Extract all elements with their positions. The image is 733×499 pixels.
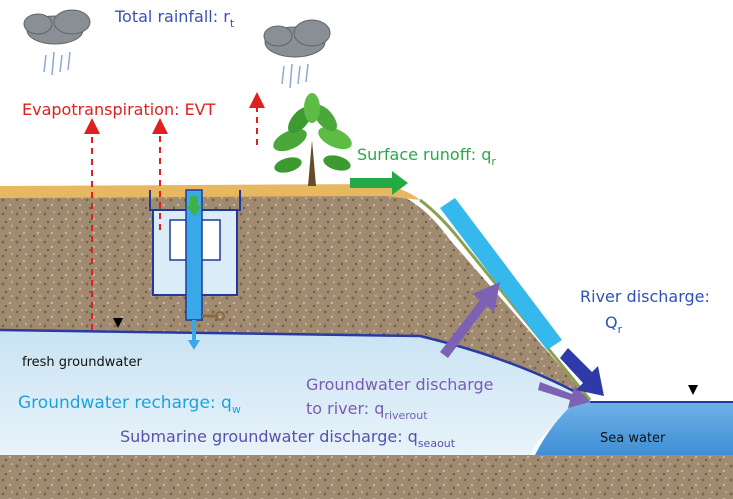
runoff-arrow	[350, 171, 408, 195]
label-text: to river: q	[306, 399, 384, 418]
gw-arrow	[440, 282, 500, 358]
rainfall-label: Total rainfall: rt	[114, 7, 235, 30]
label-sub: t	[230, 17, 235, 30]
evt-arrow	[84, 92, 265, 330]
water-table-marker	[113, 318, 123, 328]
bedrock	[0, 455, 733, 499]
label-text: Groundwater recharge: q	[18, 393, 232, 413]
recharge-label: Groundwater recharge: qw	[18, 393, 241, 416]
riverout-label: to river: qriverout	[306, 399, 428, 422]
riverout-label: Groundwater discharge	[306, 375, 494, 394]
label-text: Surface runoff: q	[357, 145, 491, 164]
groundwater	[0, 330, 590, 455]
seaout-label: Submarine groundwater discharge: qseaout	[120, 427, 456, 450]
label-sub: riverout	[384, 409, 428, 422]
cloud	[23, 9, 91, 45]
sea-level-marker	[688, 385, 698, 395]
sea-label: Sea water	[600, 431, 666, 446]
runoff-label: Surface runoff: qr	[357, 145, 496, 168]
riverout-arrow	[538, 382, 590, 408]
label-sub: r	[618, 323, 623, 336]
sea	[535, 402, 733, 455]
slope-edge	[419, 198, 592, 401]
river-arrow	[560, 348, 604, 396]
cloud	[263, 19, 331, 58]
river-label: River discharge:	[580, 287, 710, 306]
label-text: Total rainfall: r	[114, 7, 230, 26]
water-table	[0, 328, 591, 402]
label-sub: w	[232, 403, 241, 416]
label-text: Submarine groundwater discharge: q	[120, 427, 418, 446]
runoff-flow	[440, 198, 562, 350]
river-label: Qr	[605, 313, 623, 336]
evt-label: Evapotranspiration: EVT	[22, 100, 216, 119]
well	[149, 189, 241, 350]
label-sub: r	[491, 155, 496, 168]
rain	[43, 51, 309, 89]
topsoil	[0, 184, 420, 200]
fresh-label: fresh groundwater	[22, 355, 142, 370]
label-text: Q	[605, 313, 618, 332]
label-sub: seaout	[418, 437, 456, 450]
soil	[0, 190, 590, 400]
tree	[273, 93, 352, 186]
